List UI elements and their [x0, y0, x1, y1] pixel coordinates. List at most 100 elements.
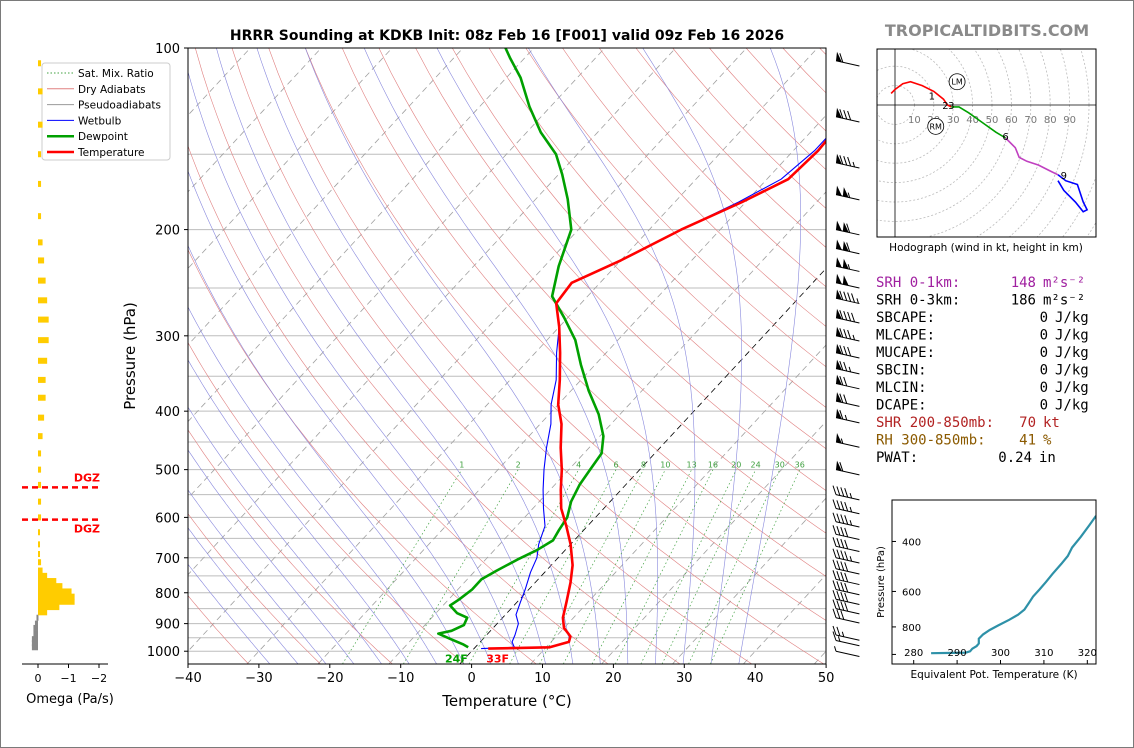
index-row: MUCAPE: 0 J/kg [876, 345, 1089, 361]
y-tick-label: 900 [155, 618, 180, 633]
barb-flag [840, 550, 845, 560]
index-value: 0 [1040, 380, 1048, 396]
barb-half-flag [841, 631, 845, 637]
barb-flag [847, 346, 852, 357]
barb-flag [844, 527, 849, 538]
barb-flag [843, 310, 848, 321]
barb-staff [835, 400, 860, 407]
x-tick-label: 40 [747, 671, 764, 686]
barb-half-flag [847, 264, 851, 270]
omega-bar [38, 466, 42, 473]
barb-flag [836, 486, 841, 496]
barb-flag [832, 537, 837, 547]
x-tick-label: −40 [174, 671, 201, 686]
moist-adiabat [485, 651, 492, 664]
barb-flag [836, 600, 841, 610]
barb-pennant [836, 220, 842, 231]
wind-barb [832, 580, 860, 596]
wind-barb [832, 625, 860, 641]
barb-flag [844, 572, 849, 583]
moist-adiabat [542, 651, 546, 664]
barb-pennant [836, 392, 842, 403]
barb-half-flag [856, 298, 859, 304]
index-row: RH 300-850mb: 41% [876, 433, 1052, 449]
index-label: SBCAPE: [876, 310, 935, 326]
barb-staff [835, 248, 860, 255]
barb-flag [839, 53, 844, 63]
omega-tick-label: 0 [35, 672, 42, 685]
barb-flag [844, 488, 849, 498]
barb-staff [835, 441, 860, 448]
barb-flag [847, 292, 852, 302]
hodo-ring-label: 10 [908, 115, 921, 126]
omega-panel: DGZ DGZ 0 −1 −2 Omega (Pa/s) [22, 60, 114, 707]
moist-adiabat [188, 70, 515, 652]
barb-half-flag [849, 556, 853, 562]
omega-bar [34, 620, 38, 627]
barb-pennant [836, 153, 842, 165]
omega-bar [38, 450, 42, 457]
index-label: RH 300-850mb: [876, 433, 986, 449]
mixing-ratio-label: 10 [660, 461, 670, 470]
moist-adiabat [305, 48, 600, 652]
omega-bar [38, 60, 42, 67]
legend-label: Pseudoadiabats [78, 100, 161, 112]
omega-bar [38, 583, 63, 590]
moist-adiabat [343, 651, 355, 664]
hodo-plot-area: 10203040506070809012369LMRM [877, 49, 1096, 237]
barb-pennant [836, 433, 842, 444]
hodo-frame [876, 48, 1097, 238]
moist-adiabat [655, 651, 657, 664]
x-axis-label: Temperature (°C) [441, 692, 571, 710]
barb-flag [832, 485, 837, 495]
index-unit: J/kg [1055, 328, 1089, 344]
barb-flag [839, 345, 844, 355]
hodo-ring-label: 90 [1063, 115, 1076, 126]
barb-flag [832, 499, 837, 509]
barb-half-flag [847, 192, 851, 198]
mixing-ratio-line [615, 469, 714, 664]
barb-pennant [836, 308, 842, 320]
moist-adiabat [642, 48, 742, 652]
index-label: SHR 200-850mb: [876, 415, 994, 431]
barb-flag [844, 515, 849, 525]
moist-adiabat [363, 48, 628, 652]
dry-adiabat [415, 48, 826, 492]
barb-half-flag [849, 520, 853, 526]
hodo-trace [1005, 137, 1059, 176]
legend-label: Sat. Mix. Ratio [78, 68, 154, 80]
legend-label: Dry Adiabats [78, 84, 146, 96]
index-row: SHR 200-850mb: 70 kt [876, 415, 1060, 431]
barb-pennant [836, 51, 842, 63]
index-value: 0 [1040, 345, 1048, 361]
barb-flag [832, 608, 837, 618]
barb-staff [835, 650, 860, 657]
dgz-label: DGZ [74, 523, 100, 536]
wind-barb [832, 485, 860, 501]
barb-flag [836, 549, 841, 559]
mixing-ratio-label: 36 [795, 461, 805, 470]
moist-adiabat [256, 48, 572, 652]
moist-adiabat [188, 489, 316, 652]
wind-barb [835, 185, 860, 201]
mixing-ratio-line [403, 469, 519, 664]
x-tick-label: 50 [818, 671, 835, 686]
index-label: MLCIN: [876, 380, 927, 396]
barb-flag [836, 538, 841, 548]
omega-bar [38, 297, 48, 304]
mixing-ratio-label: 2 [516, 461, 521, 470]
y-tick-label: 800 [155, 587, 180, 602]
barb-flag [836, 590, 841, 601]
omega-bar [38, 593, 75, 600]
index-unit: J/kg [1055, 398, 1089, 414]
legend-label: Dewpoint [78, 131, 128, 143]
barb-pennant [836, 107, 842, 119]
barb-flag [840, 601, 845, 611]
omega-bar [38, 588, 72, 595]
wind-barb [835, 359, 860, 375]
index-row: SRH 0-1km: 148 m²s⁻² [876, 275, 1085, 291]
y-tick-label: 600 [155, 511, 180, 526]
isotherm-line [317, 114, 826, 664]
barb-flag [839, 109, 844, 119]
x-tick-label: 30 [676, 671, 693, 686]
